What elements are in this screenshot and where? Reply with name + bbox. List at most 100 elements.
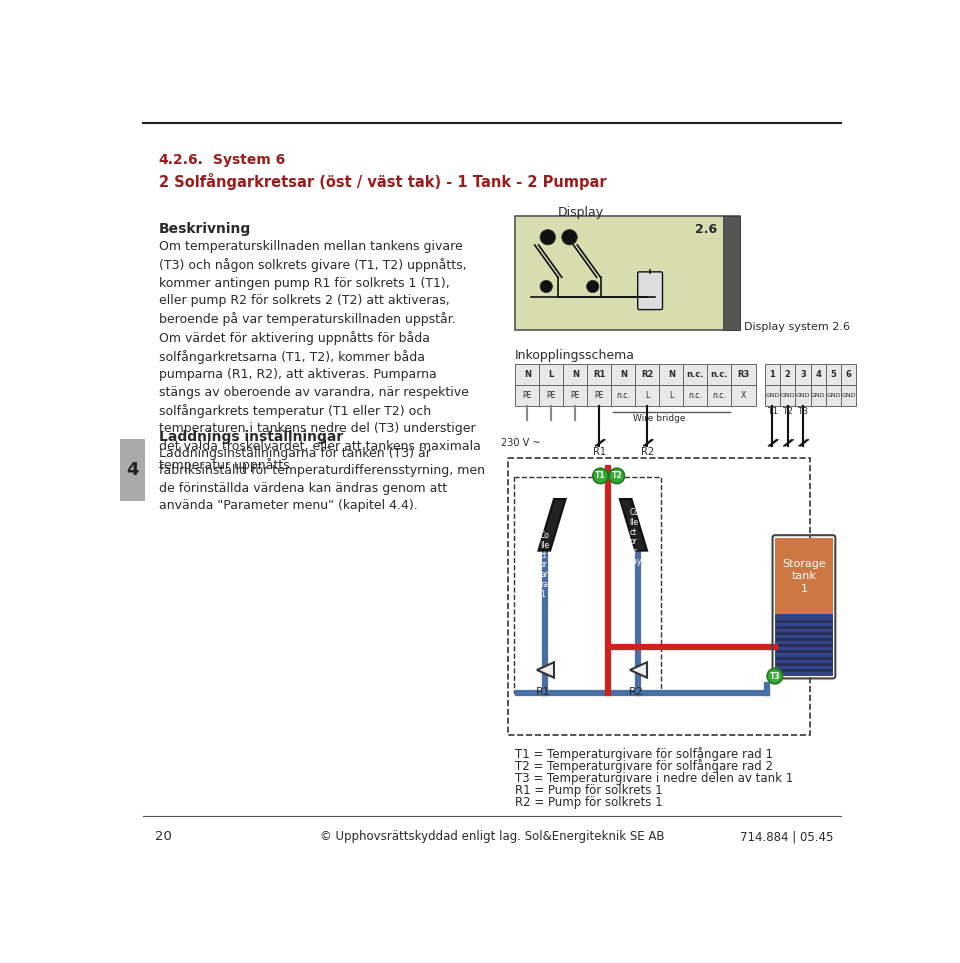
Polygon shape [630, 663, 647, 678]
Text: GND: GND [796, 393, 810, 398]
Text: L: L [669, 391, 674, 400]
Circle shape [540, 229, 556, 245]
Bar [732, 385, 756, 405]
Bar [684, 364, 708, 385]
Bar [564, 385, 588, 405]
Text: T2: T2 [612, 472, 622, 481]
Text: R2: R2 [641, 370, 654, 379]
Text: N: N [620, 370, 627, 379]
Text: R2: R2 [641, 448, 654, 457]
Circle shape [609, 468, 625, 483]
Bar [795, 364, 810, 385]
Bar [765, 385, 780, 405]
Bar [516, 364, 540, 385]
Bar [612, 364, 636, 385]
Bar [588, 385, 612, 405]
Bar [826, 364, 841, 385]
Text: T2: T2 [782, 407, 793, 416]
Text: Beskrivning: Beskrivning [158, 221, 251, 236]
Text: n.c.: n.c. [686, 370, 705, 379]
Bar [508, 458, 809, 736]
Text: Co
lle
ct
or
ar
ray
2: Co lle ct or ar ray 2 [629, 508, 641, 576]
Bar [795, 385, 810, 405]
Bar [612, 385, 636, 405]
Circle shape [587, 280, 599, 293]
Text: T2 = Temperaturgivare för solfångare rad 2: T2 = Temperaturgivare för solfångare rad… [516, 759, 773, 773]
Text: T1: T1 [595, 472, 606, 481]
Bar [810, 385, 826, 405]
Text: N: N [524, 370, 531, 379]
Text: GND: GND [827, 393, 841, 398]
Bar [723, 216, 740, 329]
Text: GND: GND [811, 393, 826, 398]
Polygon shape [620, 499, 647, 551]
Bar [841, 364, 856, 385]
Text: Storage
tank
1: Storage tank 1 [782, 560, 826, 594]
Text: T3: T3 [798, 407, 808, 416]
Text: 4: 4 [815, 370, 821, 379]
Bar [826, 385, 841, 405]
Text: 5: 5 [830, 370, 836, 379]
Text: 20: 20 [155, 830, 172, 844]
Text: R1 = Pump för solkrets 1: R1 = Pump för solkrets 1 [516, 784, 662, 797]
Text: Display system 2.6: Display system 2.6 [744, 322, 850, 332]
Bar [516, 216, 740, 329]
Text: 2.6: 2.6 [695, 223, 717, 236]
Bar [841, 385, 856, 405]
Text: Laddningsinställningarna för tanken (T3) är
fabriksinställd för temperaturdiffer: Laddningsinställningarna för tanken (T3)… [158, 447, 485, 512]
Bar [120, 439, 145, 501]
Text: N: N [572, 370, 579, 379]
Bar [708, 385, 732, 405]
Bar [540, 385, 564, 405]
Text: 4.2.6.: 4.2.6. [158, 152, 204, 167]
Bar [810, 364, 826, 385]
Bar [660, 364, 684, 385]
Bar [765, 364, 780, 385]
Bar [732, 364, 756, 385]
Bar [775, 537, 833, 613]
Text: 714.884 | 05.45: 714.884 | 05.45 [739, 830, 833, 844]
Text: 230 V ~: 230 V ~ [501, 438, 540, 448]
Bar [660, 385, 684, 405]
Bar [775, 613, 833, 676]
Text: N: N [668, 370, 675, 379]
Bar [636, 364, 660, 385]
Text: GND: GND [765, 393, 780, 398]
Text: R3: R3 [737, 370, 750, 379]
Text: Inkopplingsschema: Inkopplingsschema [516, 349, 636, 362]
Text: L: L [549, 370, 554, 379]
Text: Co
lle
ct
or
ar
ray
1: Co lle ct or ar ray 1 [540, 532, 553, 599]
Text: GND: GND [841, 393, 856, 398]
Bar [780, 364, 795, 385]
Circle shape [592, 468, 609, 483]
Circle shape [540, 280, 552, 293]
Bar [540, 364, 564, 385]
Text: n.c.: n.c. [710, 370, 729, 379]
Text: R1: R1 [593, 370, 606, 379]
Bar [780, 385, 795, 405]
Text: R1: R1 [593, 448, 606, 457]
Text: © Upphovsrättskyddad enligt lag. Sol&Energiteknik SE AB: © Upphovsrättskyddad enligt lag. Sol&Ene… [320, 830, 664, 844]
Bar [588, 364, 612, 385]
Text: Wire bridge: Wire bridge [634, 413, 685, 423]
Text: T3 = Temperaturgivare i nedre delen av tank 1: T3 = Temperaturgivare i nedre delen av t… [516, 771, 794, 785]
Text: R1: R1 [536, 687, 550, 697]
Text: PE: PE [570, 391, 580, 400]
Text: n.c.: n.c. [616, 391, 630, 400]
Text: 6: 6 [846, 370, 852, 379]
Text: PE: PE [522, 391, 532, 400]
Text: Display: Display [558, 206, 604, 220]
Bar [684, 385, 708, 405]
Text: Laddnings inställningar: Laddnings inställningar [158, 429, 343, 444]
Text: R2 = Pump för solkrets 1: R2 = Pump för solkrets 1 [516, 796, 662, 809]
Text: n.c.: n.c. [712, 391, 727, 400]
Text: 1: 1 [770, 370, 776, 379]
Circle shape [767, 668, 782, 684]
Text: System 6: System 6 [213, 152, 285, 167]
Text: 2: 2 [784, 370, 791, 379]
Text: GND: GND [780, 393, 795, 398]
Text: 3: 3 [800, 370, 805, 379]
Text: X: X [741, 391, 746, 400]
Polygon shape [539, 499, 565, 551]
Circle shape [562, 229, 577, 245]
